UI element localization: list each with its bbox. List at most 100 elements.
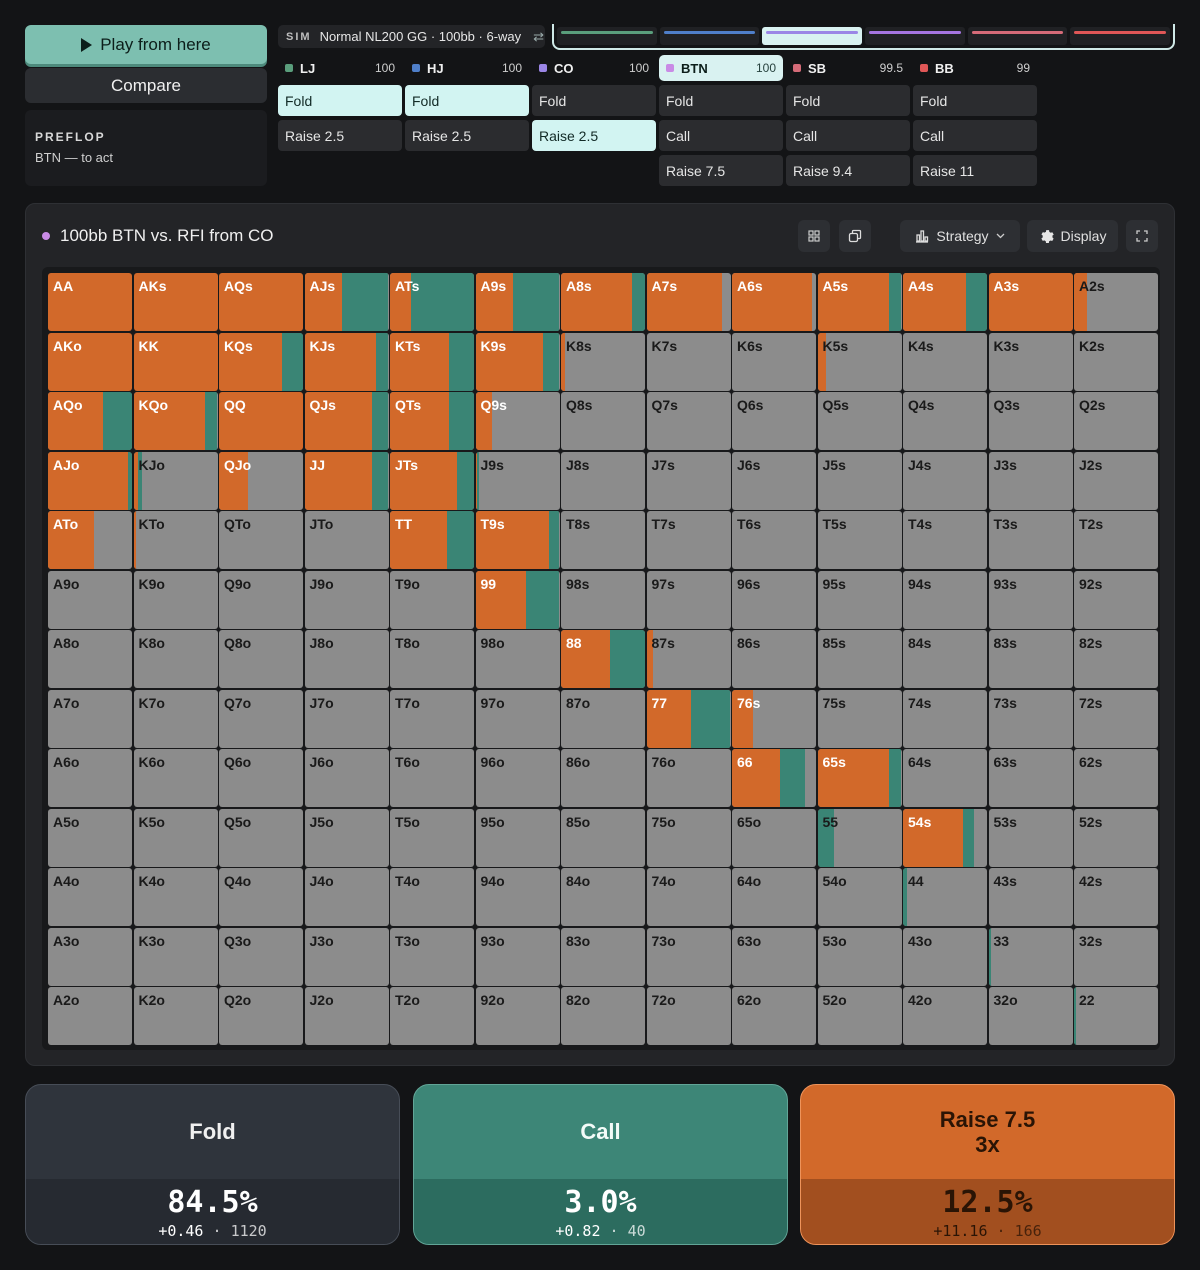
hand-cell[interactable]: J7s — [646, 451, 731, 510]
seat-segment[interactable] — [865, 27, 965, 45]
hand-cell[interactable]: T5o — [390, 808, 474, 867]
hand-cell[interactable]: 62o — [732, 987, 816, 1045]
hand-cell[interactable]: T2s — [1074, 511, 1158, 569]
hand-cell[interactable]: K3s — [988, 332, 1073, 391]
action-option[interactable]: Raise 2.5 — [532, 120, 656, 151]
hand-cell[interactable]: QTs — [390, 392, 474, 450]
hand-cell[interactable]: 85o — [561, 808, 645, 867]
grid-view-button[interactable] — [798, 220, 830, 252]
hand-cell[interactable]: T6s — [732, 511, 816, 569]
hand-cell[interactable]: A7s — [646, 273, 731, 331]
hand-cell[interactable]: 95s — [817, 570, 902, 629]
hand-cell[interactable]: 98o — [475, 630, 560, 688]
hand-cell[interactable]: 93s — [988, 570, 1073, 629]
hand-cell[interactable]: A5o — [48, 808, 132, 867]
hand-cell[interactable]: QJs — [304, 392, 389, 450]
hand-cell[interactable]: Q3s — [988, 392, 1073, 450]
hand-cell[interactable]: J3o — [304, 927, 389, 986]
hand-cell[interactable]: K5s — [817, 332, 902, 391]
hand-cell[interactable]: T3s — [988, 511, 1073, 569]
hand-cell[interactable]: T9s — [475, 511, 560, 569]
hand-cell[interactable]: KJo — [133, 451, 218, 510]
hand-cell[interactable]: AKs — [133, 273, 218, 331]
hand-cell[interactable]: Q3o — [219, 927, 303, 986]
hand-cell[interactable]: 52s — [1074, 808, 1158, 867]
hand-cell[interactable]: Q2o — [219, 987, 303, 1045]
hand-cell[interactable]: 86s — [732, 630, 816, 688]
action-option[interactable]: Fold — [659, 85, 783, 116]
seat-segment[interactable] — [967, 27, 1068, 45]
hand-cell[interactable]: 63s — [988, 749, 1073, 807]
hand-cell[interactable]: 83s — [988, 630, 1073, 688]
hand-cell[interactable]: 62s — [1074, 749, 1158, 807]
hand-cell[interactable]: Q2s — [1074, 392, 1158, 450]
hand-cell[interactable]: T3o — [390, 927, 474, 986]
hand-cell[interactable]: QTo — [219, 511, 303, 569]
hand-cell[interactable]: 42s — [1074, 868, 1158, 926]
hand-cell[interactable]: K5o — [133, 808, 218, 867]
hand-cell[interactable]: A4o — [48, 868, 132, 926]
position-header[interactable]: LJ 100 — [278, 55, 402, 81]
hand-cell[interactable]: 73o — [646, 927, 731, 986]
hand-cell[interactable]: Q8o — [219, 630, 303, 688]
hand-cell[interactable]: 66 — [732, 749, 816, 807]
hand-cell[interactable]: T5s — [817, 511, 902, 569]
hand-cell[interactable]: Q9o — [219, 570, 303, 629]
hand-cell[interactable]: Q7o — [219, 689, 303, 748]
action-option[interactable]: Raise 7.5 — [659, 155, 783, 186]
hand-cell[interactable]: A3o — [48, 927, 132, 986]
action-option[interactable]: Fold — [913, 85, 1037, 116]
hand-cell[interactable]: T4o — [390, 868, 474, 926]
seat-segment[interactable] — [557, 27, 657, 45]
hand-cell[interactable]: A8s — [561, 273, 645, 331]
hand-cell[interactable]: 82o — [561, 987, 645, 1045]
hand-cell[interactable]: A7o — [48, 689, 132, 748]
action-option[interactable]: Raise 2.5 — [405, 120, 529, 151]
hand-cell[interactable]: A2o — [48, 987, 132, 1045]
hand-cell[interactable]: T7s — [646, 511, 731, 569]
hand-cell[interactable]: K7s — [646, 332, 731, 391]
swap-icon[interactable]: ⇄ — [533, 28, 545, 44]
hand-cell[interactable]: 96o — [475, 749, 560, 807]
position-header[interactable]: SB 99.5 — [786, 55, 910, 81]
hand-cell[interactable]: J6o — [304, 749, 389, 807]
action-option[interactable]: Raise 2.5 — [278, 120, 402, 151]
hand-cell[interactable]: Q9s — [475, 392, 560, 450]
hand-cell[interactable]: A6o — [48, 749, 132, 807]
hand-cell[interactable]: AJo — [48, 451, 132, 510]
hand-cell[interactable]: 85s — [817, 630, 902, 688]
hand-cell[interactable]: ATo — [48, 511, 132, 569]
action-option[interactable]: Fold — [405, 85, 529, 116]
hand-cell[interactable]: T6o — [390, 749, 474, 807]
hand-cell[interactable]: J7o — [304, 689, 389, 748]
hand-cell[interactable]: ATs — [390, 273, 474, 331]
action-option[interactable]: Fold — [786, 85, 910, 116]
raise-summary-card[interactable]: Raise 7.5 3x 12.5% +11.16 · 166 — [800, 1084, 1175, 1245]
hand-cell[interactable]: 33 — [988, 927, 1073, 986]
hand-cell[interactable]: 88 — [561, 630, 645, 688]
hand-cell[interactable]: 72o — [646, 987, 731, 1045]
hand-cell[interactable]: J3s — [988, 451, 1073, 510]
hand-cell[interactable]: KTo — [133, 511, 218, 569]
hand-cell[interactable]: KQs — [219, 332, 303, 391]
hand-cell[interactable]: K9o — [133, 570, 218, 629]
hand-cell[interactable]: 65o — [732, 808, 816, 867]
hand-cell[interactable]: K3o — [133, 927, 218, 986]
fullscreen-button[interactable] — [1126, 220, 1158, 252]
hand-cell[interactable]: T9o — [390, 570, 474, 629]
hand-cell[interactable]: 73s — [988, 689, 1073, 748]
action-option[interactable]: Raise 11 — [913, 155, 1037, 186]
action-option[interactable]: Call — [913, 120, 1037, 151]
hand-cell[interactable]: 53s — [988, 808, 1073, 867]
hand-cell[interactable]: K4o — [133, 868, 218, 926]
hand-cell[interactable]: KQo — [133, 392, 218, 450]
hand-cell[interactable]: A8o — [48, 630, 132, 688]
action-option[interactable]: Call — [786, 120, 910, 151]
hand-cell[interactable]: A6s — [732, 273, 816, 331]
seat-segment[interactable] — [762, 27, 863, 45]
hand-cell[interactable]: 76s — [732, 689, 816, 748]
hand-cell[interactable]: J5o — [304, 808, 389, 867]
hand-cell[interactable]: J5s — [817, 451, 902, 510]
hand-cell[interactable]: 64o — [732, 868, 816, 926]
hand-cell[interactable]: A9s — [475, 273, 560, 331]
